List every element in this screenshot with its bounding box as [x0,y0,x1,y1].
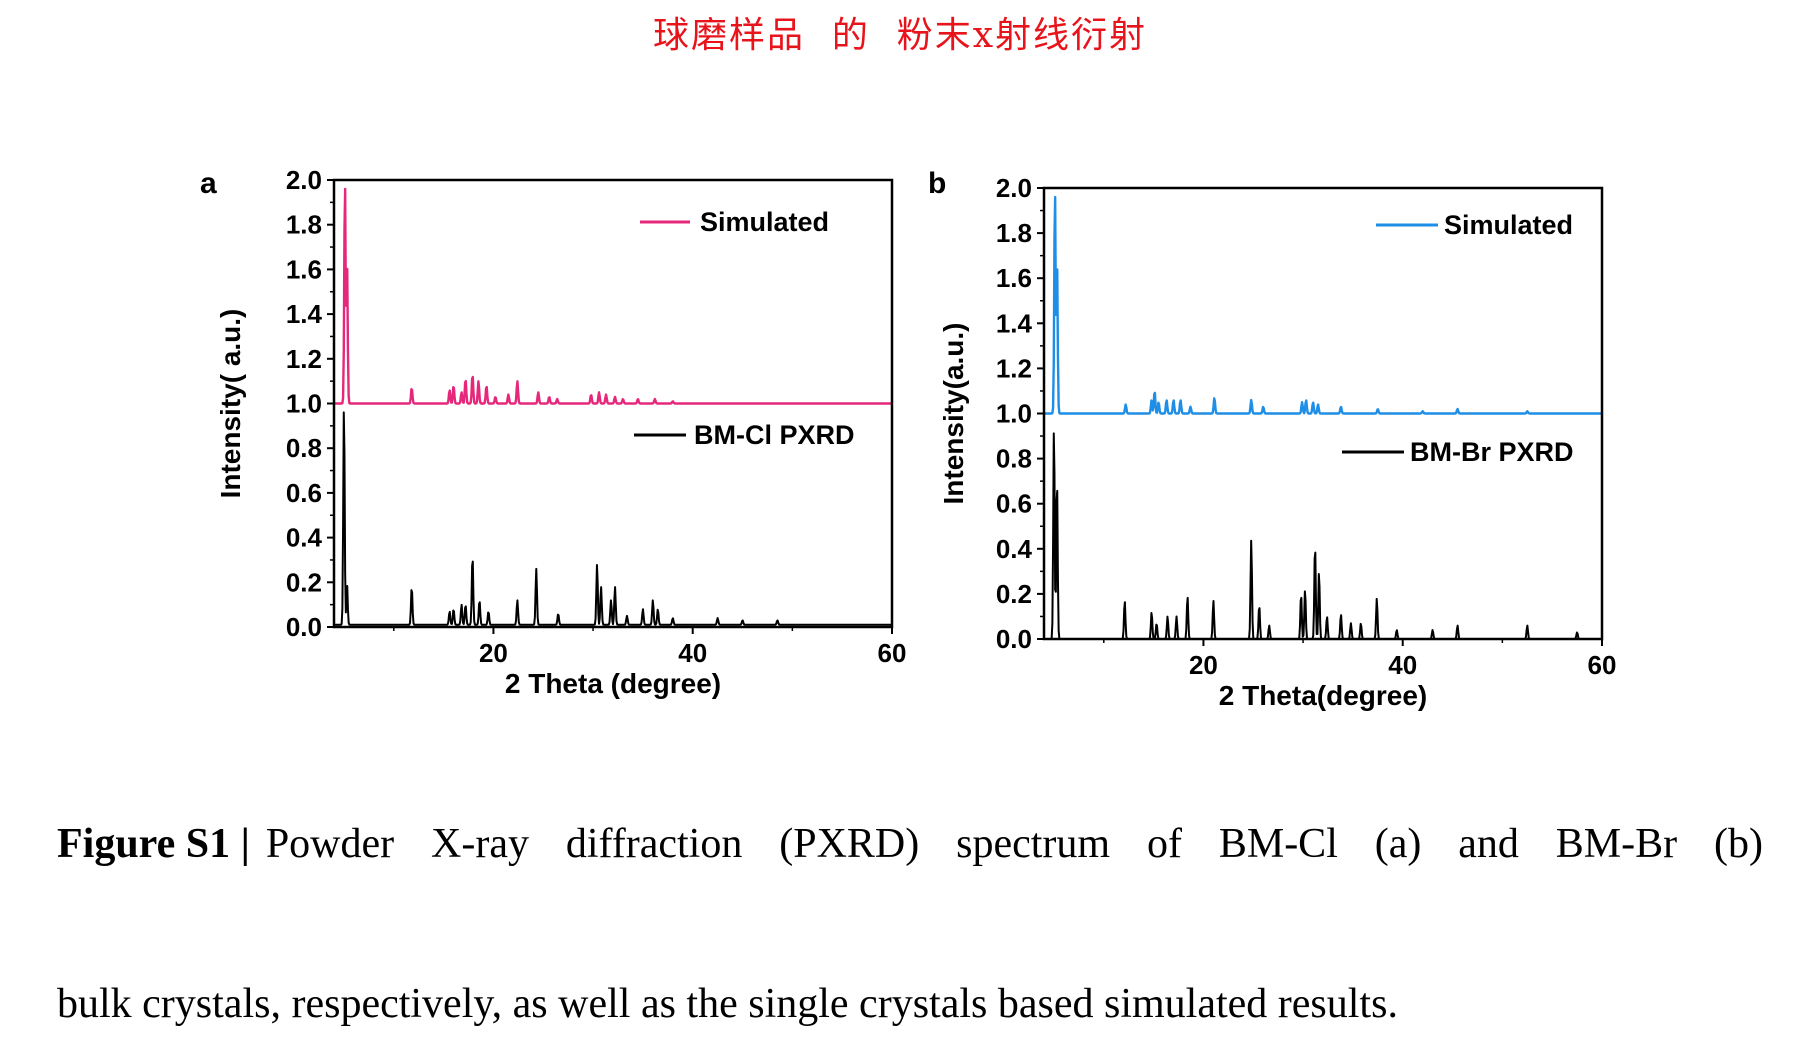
y-tick-label: 1.0 [996,399,1032,429]
figure-caption-line-1: Figure S1 | Powder X-ray diffraction (PX… [57,820,1763,868]
y-tick-label: 0.4 [286,523,323,553]
legend-label-simulated: Simulated [1444,210,1573,240]
y-tick-label: 0.6 [996,489,1032,519]
y-tick-label: 0.2 [286,567,322,597]
panel-letter: b [928,167,946,200]
y-tick-label: 0.6 [286,478,322,508]
y-tick-label: 2.0 [996,173,1032,203]
x-axis-label: 2 Theta (degree) [505,668,721,699]
y-tick-label: 1.0 [286,389,322,419]
series-line-simulated [1043,195,1603,415]
y-axis-label: Intensity(a.u.) [938,322,969,504]
legend-label-measured: BM-Cl PXRD [694,420,855,450]
y-tick-label: 1.4 [996,308,1033,338]
x-axis-label: 2 Theta(degree) [1219,680,1428,711]
series-line-simulated [333,187,893,405]
x-tick-label: 20 [479,638,508,668]
legend-label-measured: BM-Br PXRD [1410,437,1574,467]
plot-frame [332,178,894,629]
figure-caption-line-2: bulk crystals, respectively, as well as … [57,981,1398,1027]
y-tick-label: 1.8 [286,210,322,240]
chinese-annotation: 球磨样品 的 粉末x射线衍射 [652,15,1148,56]
chart-panel-a: a 0.0 0.2 0.4 0.6 0.8 1.0 1.2 1.4 1.6 1.8 2.0 20 40 60… [200,165,906,699]
y-tick-label: 0.0 [996,624,1032,654]
figure-caption-label: Figure S1 | [57,821,250,867]
y-axis-label: Intensity( a.u.) [215,309,246,499]
y-tick-label: 0.8 [286,433,322,463]
y-tick-label: 1.2 [286,344,322,374]
x-tick-label: 40 [1388,650,1417,680]
x-tick-label: 60 [1588,650,1617,680]
chart-panel-b: b 0.0 0.2 0.4 0.6 0.8 1.0 1.2 1.4 1.6 1.8 2.0 20 40 60… [928,167,1616,711]
y-tick-label: 1.6 [996,263,1032,293]
y-tick-label: 1.2 [996,353,1032,383]
y-tick-label: 0.0 [286,612,322,642]
x-tick-label: 20 [1189,650,1218,680]
y-tick-label: 1.8 [996,218,1032,248]
y-tick-label: 1.6 [286,254,322,284]
y-tick-label: 0.2 [996,579,1032,609]
legend-label-simulated: Simulated [700,207,829,237]
panel-letter: a [200,167,217,200]
y-tick-label: 0.4 [996,534,1033,564]
series-line-measured [333,411,893,626]
x-tick-label: 60 [878,638,907,668]
pxrd-figure: a 0.0 0.2 0.4 0.6 0.8 1.0 1.2 1.4 1.6 1.8 2.0 20 40 60… [200,165,1616,711]
figure-caption-text-1: Powder X-ray diffraction (PXRD) spectrum… [265,821,1763,867]
y-tick-label: 0.8 [996,444,1032,474]
y-tick-label: 2.0 [286,165,322,195]
y-tick-label: 1.4 [286,299,323,329]
x-tick-label: 40 [678,638,707,668]
plot-frame [1042,186,1604,641]
